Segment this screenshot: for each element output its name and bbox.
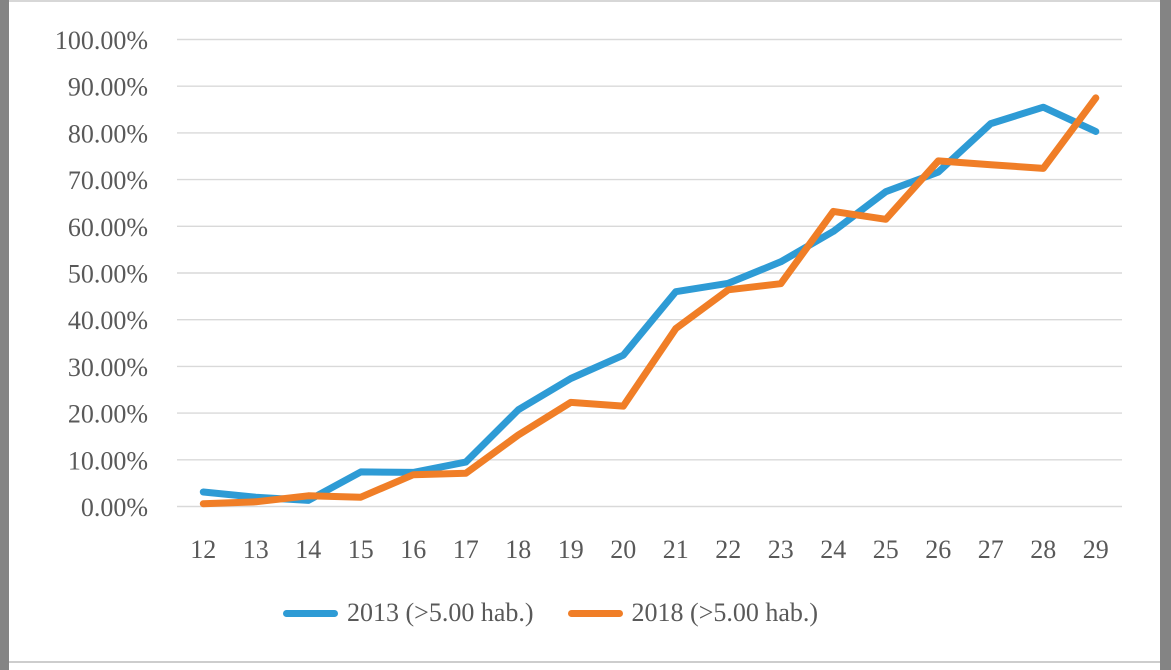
x-axis-tick-label: 13 xyxy=(243,535,269,564)
x-axis-tick-label: 29 xyxy=(1083,535,1109,564)
y-axis-tick-label: 60.00% xyxy=(68,213,148,242)
x-axis-tick-label: 12 xyxy=(190,535,216,564)
y-axis-tick-label: 70.00% xyxy=(68,166,148,195)
y-axis-tick-label: 30.00% xyxy=(68,353,148,382)
y-axis-tick-label: 90.00% xyxy=(68,73,148,102)
series-line-2018 xyxy=(199,94,1100,508)
x-axis-tick-label: 25 xyxy=(873,535,899,564)
frame-edge-left xyxy=(0,0,9,670)
x-axis-tick-label: 16 xyxy=(400,535,426,564)
legend-item-2013: 2013 (>5.00 hab.) xyxy=(283,600,534,626)
legend-swatch-2013-icon xyxy=(283,609,338,617)
y-axis-tick-label: 20.00% xyxy=(68,400,148,429)
legend-label-2018: 2018 (>5.00 hab.) xyxy=(631,598,819,627)
x-axis-tick-label: 22 xyxy=(715,535,741,564)
chart-legend: 2013 (>5.00 hab.) 2018 (>5.00 hab.) xyxy=(283,600,818,626)
y-axis-tick-label: 80.00% xyxy=(68,119,148,148)
y-axis-tick-label: 0.00% xyxy=(81,493,148,522)
series-line-2013 xyxy=(199,103,1100,504)
legend-swatch-2018-icon xyxy=(567,609,623,617)
y-axis-tick-label: 100.00% xyxy=(55,26,148,55)
legend-item-2018: 2018 (>5.00 hab.) xyxy=(567,598,819,627)
x-axis-tick-label: 23 xyxy=(768,535,794,564)
x-axis-tick-label: 20 xyxy=(610,535,636,564)
x-axis-tick-label: 15 xyxy=(348,535,374,564)
y-axis-tick-label: 40.00% xyxy=(68,306,148,335)
x-axis-tick-label: 24 xyxy=(820,535,846,564)
x-axis-tick-label: 18 xyxy=(505,535,531,564)
x-axis-tick-label: 14 xyxy=(295,535,321,564)
x-axis-tick-label: 17 xyxy=(453,535,479,564)
y-axis-tick-label: 10.00% xyxy=(68,446,148,475)
x-axis-tick-label: 21 xyxy=(663,535,689,564)
frame-edge-right xyxy=(1160,0,1171,670)
frame-edge-top xyxy=(9,0,1160,2)
x-axis-tick-label: 19 xyxy=(558,535,584,564)
x-axis-tick-label: 28 xyxy=(1030,535,1056,564)
x-axis-tick-label: 27 xyxy=(978,535,1004,564)
y-axis-tick-label: 50.00% xyxy=(68,260,148,289)
legend-label-2013: 2013 (>5.00 hab.) xyxy=(347,598,534,627)
x-axis-tick-label: 26 xyxy=(925,535,951,564)
frame-edge-bottom xyxy=(9,661,1160,663)
